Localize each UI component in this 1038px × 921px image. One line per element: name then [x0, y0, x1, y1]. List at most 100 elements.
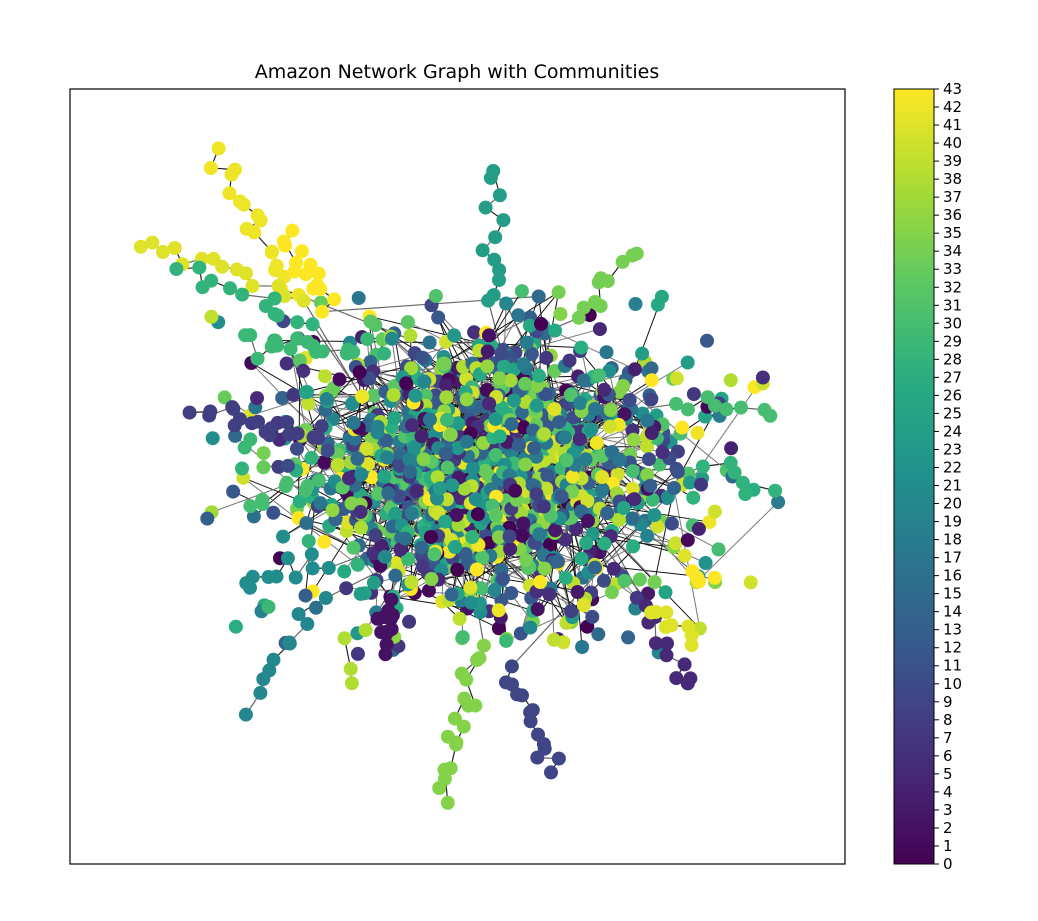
node — [469, 562, 484, 577]
chart-title: Amazon Network Graph with Communities — [255, 61, 659, 83]
colorbar-tick-label: 30 — [943, 314, 962, 332]
node — [604, 585, 619, 600]
node — [363, 314, 378, 329]
node — [404, 506, 419, 521]
node — [405, 418, 420, 433]
node — [449, 508, 464, 522]
node — [482, 328, 496, 343]
node — [558, 532, 573, 547]
node — [537, 561, 552, 576]
node — [644, 373, 659, 388]
node — [279, 356, 294, 371]
node — [492, 273, 506, 287]
node — [418, 388, 433, 403]
node — [332, 372, 347, 387]
node — [424, 572, 439, 586]
node — [211, 141, 226, 156]
colorbar-tick-label: 23 — [943, 440, 962, 458]
node — [591, 627, 606, 642]
colorbar-tick-label: 19 — [943, 513, 962, 531]
node — [734, 400, 748, 415]
node — [438, 446, 453, 461]
node — [543, 537, 557, 552]
node — [256, 672, 271, 687]
edge — [696, 501, 779, 583]
node — [474, 581, 489, 596]
node — [644, 426, 659, 440]
node — [402, 452, 417, 467]
node — [600, 506, 615, 521]
node — [597, 536, 612, 551]
node — [626, 539, 641, 554]
node — [380, 450, 394, 465]
node — [743, 575, 758, 590]
node — [592, 368, 606, 383]
node — [311, 473, 326, 488]
node — [504, 417, 519, 432]
node — [529, 398, 544, 413]
node — [353, 505, 368, 519]
node — [379, 637, 394, 652]
node — [250, 391, 264, 406]
node — [267, 291, 282, 306]
node — [557, 430, 572, 445]
node — [235, 461, 249, 476]
node — [537, 427, 552, 442]
node — [659, 648, 674, 663]
node — [292, 494, 307, 509]
colorbar-tick-label: 27 — [943, 368, 962, 386]
node — [407, 440, 422, 454]
node — [629, 590, 644, 605]
node — [341, 342, 355, 357]
node — [588, 402, 602, 416]
colorbar-tick-label: 11 — [943, 657, 962, 675]
node — [366, 388, 381, 403]
node — [440, 460, 455, 475]
node — [253, 685, 268, 700]
node — [315, 304, 330, 319]
node — [641, 586, 656, 601]
node — [478, 200, 493, 215]
node — [616, 379, 631, 393]
node — [644, 605, 659, 620]
node — [488, 508, 503, 523]
node — [417, 374, 432, 389]
node — [531, 289, 546, 304]
node — [522, 318, 537, 333]
node — [203, 404, 218, 419]
colorbar-tick-label: 31 — [943, 296, 962, 314]
node — [650, 519, 665, 534]
node — [298, 483, 313, 498]
node — [280, 415, 295, 430]
colorbar-tick-label: 10 — [943, 675, 962, 693]
node — [547, 402, 562, 417]
node — [145, 235, 160, 250]
node — [533, 575, 548, 589]
node — [481, 536, 496, 551]
node — [655, 445, 670, 460]
node — [458, 547, 473, 561]
node — [645, 492, 660, 507]
colorbar-tick-label: 37 — [943, 188, 962, 206]
node — [695, 459, 710, 474]
node — [504, 586, 519, 601]
node — [669, 396, 684, 411]
node — [414, 540, 429, 555]
node — [450, 562, 465, 577]
node — [700, 333, 714, 348]
node — [595, 470, 610, 484]
node — [648, 636, 663, 651]
node — [496, 571, 510, 586]
node — [530, 750, 545, 765]
colorbar-tick-label: 35 — [943, 224, 962, 242]
node — [443, 427, 458, 442]
node — [400, 315, 415, 330]
node — [551, 285, 566, 300]
colorbar-tick-label: 7 — [943, 729, 953, 747]
node — [437, 356, 452, 371]
node — [771, 495, 786, 510]
node — [306, 430, 321, 445]
node — [579, 536, 594, 550]
colorbar-ticks: 0123456789101112131415161718192021222324… — [934, 80, 962, 873]
node — [669, 371, 684, 386]
